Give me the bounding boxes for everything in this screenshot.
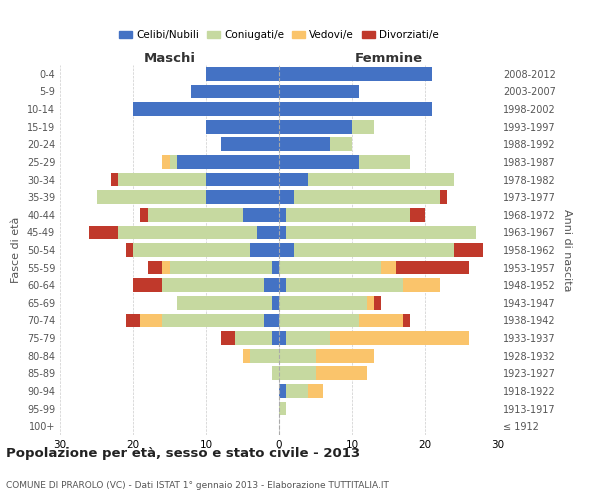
Bar (279, 243, 293, 257)
Bar (316, 366, 367, 380)
Bar (286, 278, 403, 292)
Bar (279, 260, 381, 274)
Bar (330, 331, 469, 345)
Bar (381, 260, 396, 274)
Bar (162, 278, 265, 292)
Bar (279, 172, 308, 186)
Bar (221, 138, 279, 151)
Bar (206, 120, 279, 134)
Bar (118, 226, 257, 239)
Bar (265, 278, 279, 292)
Bar (126, 243, 133, 257)
Bar (440, 190, 447, 204)
Bar (162, 260, 170, 274)
Bar (272, 331, 279, 345)
Bar (250, 349, 279, 362)
Bar (403, 314, 410, 328)
Bar (257, 226, 279, 239)
Bar (279, 384, 286, 398)
Bar (111, 172, 118, 186)
Bar (454, 243, 484, 257)
Bar (279, 296, 367, 310)
Bar (118, 172, 206, 186)
Bar (126, 314, 140, 328)
Bar (169, 260, 272, 274)
Bar (279, 84, 359, 98)
Bar (206, 172, 279, 186)
Bar (140, 314, 162, 328)
Bar (162, 314, 265, 328)
Bar (279, 155, 359, 169)
Bar (279, 349, 316, 362)
Bar (250, 243, 279, 257)
Bar (272, 260, 279, 274)
Bar (352, 120, 374, 134)
Bar (367, 296, 374, 310)
Bar (359, 155, 410, 169)
Bar (272, 296, 279, 310)
Bar (279, 402, 286, 415)
Bar (140, 208, 148, 222)
Bar (293, 243, 454, 257)
Text: COMUNE DI PRAROLO (VC) - Dati ISTAT 1° gennaio 2013 - Elaborazione TUTTITALIA.IT: COMUNE DI PRAROLO (VC) - Dati ISTAT 1° g… (6, 480, 389, 490)
Bar (374, 296, 381, 310)
Bar (410, 208, 425, 222)
Bar (89, 226, 118, 239)
Bar (330, 138, 352, 151)
Bar (293, 190, 440, 204)
Bar (279, 278, 286, 292)
Bar (97, 190, 206, 204)
Y-axis label: Fasce di età: Fasce di età (11, 217, 21, 283)
Bar (279, 138, 330, 151)
Y-axis label: Anni di nascita: Anni di nascita (562, 209, 572, 291)
Bar (242, 349, 250, 362)
Bar (286, 208, 410, 222)
Bar (148, 260, 162, 274)
Text: Femmine: Femmine (355, 52, 422, 65)
Bar (265, 314, 279, 328)
Bar (279, 208, 286, 222)
Bar (221, 331, 235, 345)
Bar (272, 366, 279, 380)
Legend: Celibi/Nubili, Coniugati/e, Vedovi/e, Divorziati/e: Celibi/Nubili, Coniugati/e, Vedovi/e, Di… (115, 26, 443, 44)
Bar (279, 331, 286, 345)
Bar (206, 190, 279, 204)
Bar (279, 366, 316, 380)
Bar (279, 190, 293, 204)
Bar (169, 155, 177, 169)
Bar (316, 349, 374, 362)
Bar (279, 102, 432, 116)
Bar (162, 155, 170, 169)
Text: Maschi: Maschi (143, 52, 196, 65)
Bar (279, 314, 359, 328)
Bar (396, 260, 469, 274)
Bar (148, 208, 242, 222)
Bar (286, 331, 330, 345)
Bar (308, 384, 323, 398)
Bar (286, 226, 476, 239)
Bar (286, 384, 308, 398)
Bar (359, 314, 403, 328)
Bar (279, 67, 432, 80)
Bar (133, 278, 162, 292)
Bar (133, 102, 279, 116)
Bar (133, 243, 250, 257)
Bar (206, 67, 279, 80)
Bar (235, 331, 272, 345)
Bar (279, 226, 286, 239)
Bar (308, 172, 454, 186)
Bar (403, 278, 440, 292)
Bar (242, 208, 279, 222)
Bar (177, 155, 279, 169)
Bar (279, 120, 352, 134)
Text: Popolazione per età, sesso e stato civile - 2013: Popolazione per età, sesso e stato civil… (6, 448, 360, 460)
Bar (191, 84, 279, 98)
Bar (177, 296, 272, 310)
